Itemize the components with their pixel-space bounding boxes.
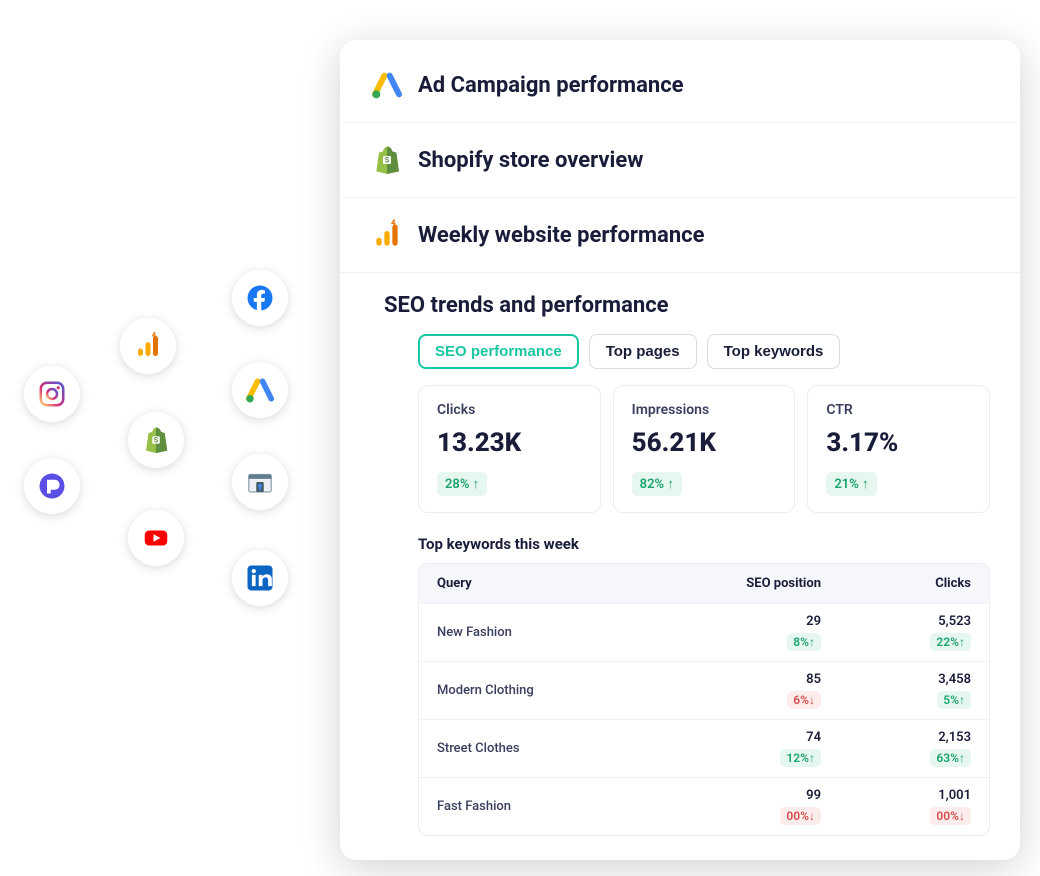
- section-title: Weekly website performance: [418, 223, 705, 248]
- stat-value: 56.21K: [632, 428, 777, 458]
- clicks-cell: 2,15363%↑: [821, 730, 971, 767]
- table-header: Query SEO position Clicks: [419, 564, 989, 603]
- position-cell: 9900%↓: [671, 788, 821, 825]
- youtube-icon: [128, 510, 184, 566]
- integration-icons: 4S: [0, 250, 340, 630]
- ga4-icon: 4: [120, 318, 176, 374]
- tab-seo-performance[interactable]: SEO performance: [418, 334, 579, 369]
- shopify-icon: S: [128, 412, 184, 468]
- seo-tabs: SEO performance Top pages Top keywords: [418, 334, 990, 369]
- col-clicks: Clicks: [821, 576, 971, 591]
- stat-impressions: Impressions 56.21K 82% ↑: [613, 385, 796, 513]
- ga4-icon: 4: [370, 218, 404, 252]
- stat-ctr: CTR 3.17% 21% ↑: [807, 385, 990, 513]
- stat-delta: 28% ↑: [437, 472, 487, 496]
- dashboard-card: Ad Campaign performance S Shopify store ov…: [340, 40, 1020, 860]
- seo-section: SEO trends and performance SEO performan…: [340, 273, 1020, 836]
- tab-top-pages[interactable]: Top pages: [589, 334, 697, 369]
- shopify-icon: S: [370, 143, 404, 177]
- clicks-cell: 3,4585%↑: [821, 672, 971, 709]
- svg-text:4: 4: [152, 331, 157, 339]
- stat-value: 3.17%: [826, 428, 971, 458]
- section-title: Shopify store overview: [418, 148, 643, 173]
- stat-clicks: Clicks 13.23K 28% ↑: [418, 385, 601, 513]
- stat-label: Impressions: [632, 402, 777, 418]
- clicks-cell: 5,52322%↑: [821, 614, 971, 651]
- svg-text:S: S: [154, 437, 158, 445]
- instagram-icon: [24, 366, 80, 422]
- table-row[interactable]: Fast Fashion9900%↓1,00100%↓: [419, 777, 989, 835]
- query-cell: Modern Clothing: [437, 683, 671, 698]
- svg-text:4: 4: [391, 219, 396, 228]
- facebook-icon: [232, 270, 288, 326]
- position-cell: 856%↓: [671, 672, 821, 709]
- google-ads-icon: [370, 68, 404, 102]
- stat-label: CTR: [826, 402, 971, 418]
- section-google-ads[interactable]: Ad Campaign performance: [340, 48, 1020, 123]
- col-query: Query: [437, 576, 671, 591]
- keywords-table: Query SEO position Clicks New Fashion298…: [418, 563, 990, 836]
- stat-label: Clicks: [437, 402, 582, 418]
- table-row[interactable]: Modern Clothing856%↓3,4585%↑: [419, 661, 989, 719]
- position-cell: 298%↑: [671, 614, 821, 651]
- query-cell: Street Clothes: [437, 741, 671, 756]
- seo-section-title: SEO trends and performance: [384, 293, 669, 318]
- section-title: Ad Campaign performance: [418, 73, 684, 98]
- stat-delta: 82% ↑: [632, 472, 682, 496]
- query-cell: New Fashion: [437, 625, 671, 640]
- query-cell: Fast Fashion: [437, 799, 671, 814]
- table-row[interactable]: New Fashion298%↑5,52322%↑: [419, 603, 989, 661]
- stat-delta: 21% ↑: [826, 472, 876, 496]
- col-position: SEO position: [671, 576, 821, 591]
- clicks-cell: 1,00100%↓: [821, 788, 971, 825]
- position-cell: 7412%↑: [671, 730, 821, 767]
- search-console-icon: [232, 454, 288, 510]
- svg-text:S: S: [385, 156, 390, 165]
- seo-stats: Clicks 13.23K 28% ↑ Impressions 56.21K 82% ↑ C…: [418, 385, 990, 513]
- stat-value: 13.23K: [437, 428, 582, 458]
- pendo-icon: [24, 458, 80, 514]
- table-row[interactable]: Street Clothes7412%↑2,15363%↑: [419, 719, 989, 777]
- keywords-caption: Top keywords this week: [418, 535, 990, 553]
- linkedin-icon: [232, 550, 288, 606]
- section-ga4[interactable]: 4 Weekly website performance: [340, 198, 1020, 273]
- section-shopify[interactable]: S Shopify store overview: [340, 123, 1020, 198]
- tab-top-keywords[interactable]: Top keywords: [707, 334, 841, 369]
- google-ads-icon: [232, 362, 288, 418]
